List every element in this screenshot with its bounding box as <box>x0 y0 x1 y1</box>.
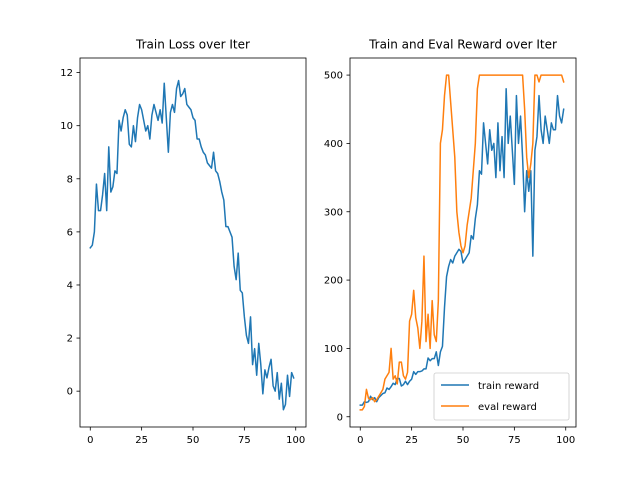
reward-x-tick-label: 0 <box>357 435 363 446</box>
reward-y-tick-label: 100 <box>324 344 343 355</box>
loss-plot-area: 0 25 50 75 100 0 2 4 6 8 10 12 <box>60 57 307 446</box>
loss-x-tick-label: 50 <box>187 435 200 446</box>
legend-label-eval-reward: eval reward <box>478 402 537 413</box>
loss-y-tick-label: 6 <box>67 227 73 238</box>
legend-label-train-reward: train reward <box>478 381 539 392</box>
reward-series-line-train-reward <box>359 88 565 406</box>
reward-legend: train reward eval reward <box>433 372 570 421</box>
reward-y-tick-label: 200 <box>324 276 343 287</box>
loss-x-tick-label: 75 <box>238 435 251 446</box>
loss-y-tick-label: 0 <box>67 387 73 398</box>
loss-y-tick-label: 4 <box>67 280 73 291</box>
reward-y-tick-label: 0 <box>337 412 343 423</box>
reward-y-tick-label: 500 <box>324 71 343 82</box>
reward-plot-area: 0 25 50 75 100 0 100 200 300 400 500 <box>324 57 577 446</box>
loss-y-tick-label: 8 <box>67 174 73 185</box>
loss-series-line-0 <box>89 79 295 411</box>
reward-series-line-eval-reward <box>359 74 565 411</box>
loss-y-tick-label: 12 <box>60 68 73 79</box>
loss-y-tick-label: 2 <box>67 334 73 345</box>
reward-chart-title: Train and Eval Reward over Iter <box>368 38 557 52</box>
loss-x-tick-label: 25 <box>135 435 148 446</box>
reward-y-tick-label: 400 <box>324 139 343 150</box>
loss-chart-title: Train Loss over Iter <box>135 38 250 52</box>
reward-y-tick-label: 300 <box>324 207 343 218</box>
loss-y-tick-label: 10 <box>60 121 73 132</box>
reward-x-tick-label: 50 <box>457 435 470 446</box>
reward-x-tick-label: 100 <box>556 435 575 446</box>
reward-x-tick-label: 25 <box>405 435 418 446</box>
loss-x-tick-label: 0 <box>87 435 93 446</box>
reward-x-tick-label: 75 <box>508 435 521 446</box>
loss-chart-panel: Train Loss over Iter 0 25 50 75 100 0 2 4 6 8 10 12 <box>60 38 307 446</box>
reward-chart-panel: Train and Eval Reward over Iter 0 25 50 75 1… <box>324 38 577 446</box>
loss-x-tick-label: 100 <box>286 435 305 446</box>
